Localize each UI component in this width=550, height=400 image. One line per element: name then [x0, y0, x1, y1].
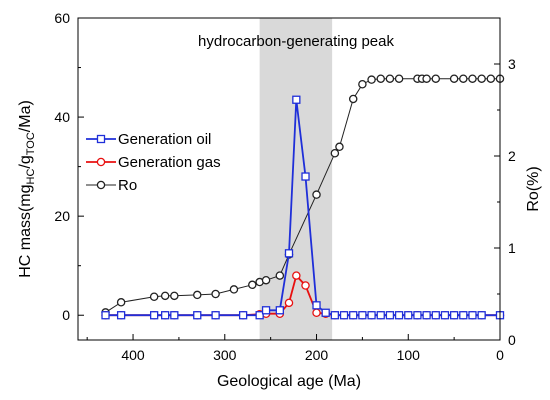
- data-point-ro: [468, 74, 477, 83]
- data-point-ro: [385, 74, 395, 83]
- data-point-ro: [116, 298, 126, 307]
- series-layer: [101, 74, 505, 320]
- data-point-generation-oil: [440, 311, 450, 320]
- data-point-generation-gas: [301, 281, 310, 290]
- data-point-generation-oil: [321, 308, 330, 317]
- peak-annotation: hydrocarbon-generating peak: [198, 33, 394, 50]
- data-point-generation-oil: [312, 301, 321, 310]
- y-axis-left-label-prefix: HC mass(mg: [17, 184, 34, 277]
- y-right-tick-label: 0: [508, 332, 516, 348]
- series-line-generation-oil: [105, 99, 500, 317]
- x-tick-label: 300: [213, 347, 237, 363]
- data-point-generation-oil: [358, 311, 367, 320]
- y-right-tick-label: 3: [508, 56, 516, 72]
- data-point-generation-oil: [255, 311, 264, 320]
- data-point-generation-oil: [431, 311, 440, 320]
- data-point-ro: [367, 75, 376, 84]
- data-point-generation-oil: [459, 311, 468, 320]
- y-axis-left-label-sub2: TOC: [25, 132, 37, 155]
- data-point-ro: [248, 280, 257, 290]
- data-point-generation-oil: [477, 311, 486, 320]
- data-point-generation-oil: [116, 311, 126, 320]
- data-point-generation-oil: [211, 311, 220, 320]
- legend-marker-generation-oil: [96, 134, 106, 144]
- data-point-generation-oil: [161, 311, 170, 320]
- data-point-generation-oil: [394, 311, 404, 320]
- series-generation-oil: [101, 95, 505, 320]
- data-point-generation-oil: [149, 311, 159, 320]
- data-point-generation-oil: [238, 311, 248, 320]
- data-point-ro: [312, 190, 321, 199]
- y-axis-left-label: HC mass(mgHC/gTOC/Ma): [17, 100, 37, 278]
- y-right-tick-label: 1: [508, 240, 516, 256]
- legend-label-ro: Ro: [118, 177, 137, 194]
- data-point-generation-oil: [468, 311, 477, 320]
- data-point-generation-oil: [330, 311, 340, 320]
- x-tick-label: 100: [397, 347, 421, 363]
- data-point-ro: [348, 94, 358, 104]
- y-left-tick-label: 60: [54, 10, 70, 26]
- data-point-generation-oil: [376, 311, 385, 320]
- hydrocarbon-peak-band: [259, 18, 333, 340]
- data-point-ro: [376, 74, 385, 83]
- data-point-generation-oil: [413, 311, 422, 320]
- data-point-generation-oil: [261, 306, 271, 315]
- data-point-ro: [358, 79, 367, 89]
- data-point-ro: [229, 285, 239, 294]
- data-point-generation-gas: [284, 298, 294, 308]
- data-point-ro: [193, 290, 202, 300]
- data-point-ro: [149, 292, 159, 302]
- x-tick-label: 400: [121, 347, 145, 363]
- data-point-ro: [211, 289, 220, 299]
- data-point-generation-oil: [449, 311, 459, 320]
- y-axis-left-label-suffix: /Ma): [17, 100, 34, 132]
- data-point-generation-oil: [101, 311, 110, 320]
- data-point-ro: [422, 74, 431, 83]
- data-point-ro: [261, 275, 271, 285]
- data-point-ro: [459, 74, 468, 83]
- legend-marker-ro: [96, 180, 106, 190]
- data-point-generation-oil: [284, 249, 294, 258]
- legend-marker-generation-gas: [96, 157, 106, 167]
- y-right-tick-label: 2: [508, 148, 516, 164]
- data-point-ro: [477, 74, 486, 83]
- data-point-ro: [160, 291, 170, 301]
- y-left-tick-label: 20: [54, 208, 70, 224]
- x-tick-label: 200: [305, 347, 329, 363]
- data-point-generation-oil: [385, 311, 395, 320]
- data-point-generation-oil: [301, 172, 310, 181]
- y-axis-left-label-mid: /g: [17, 155, 34, 168]
- y-left-tick-label: 40: [54, 109, 70, 125]
- data-point-generation-oil: [275, 306, 284, 315]
- legend: Generation oil Generation gas Ro: [86, 131, 221, 194]
- data-point-generation-oil: [367, 311, 376, 320]
- data-point-ro: [170, 291, 179, 301]
- data-point-generation-oil: [404, 311, 413, 320]
- data-point-ro: [394, 74, 404, 83]
- y-axis-right-label: Ro(%): [525, 166, 542, 211]
- x-tick-label: 0: [496, 347, 504, 363]
- data-point-generation-oil: [170, 311, 179, 320]
- data-point-generation-oil: [349, 311, 358, 320]
- data-point-ro: [431, 74, 441, 83]
- legend-label-generation-gas: Generation gas: [118, 154, 221, 171]
- data-point-generation-gas: [292, 271, 301, 280]
- data-point-generation-oil: [422, 311, 431, 320]
- y-left-tick-label: 0: [62, 307, 70, 323]
- data-point-generation-oil: [292, 95, 301, 104]
- plot-frame: [77, 17, 501, 341]
- data-point-ro: [335, 142, 344, 152]
- data-point-generation-oil: [339, 311, 349, 320]
- y-axis-left-label-sub1: HC: [25, 169, 37, 185]
- data-point-generation-oil: [193, 311, 202, 320]
- data-point-ro: [330, 148, 340, 158]
- data-point-ro: [486, 74, 496, 83]
- data-point-ro: [449, 74, 459, 83]
- data-point-ro: [275, 271, 285, 280]
- x-axis-label: Geological age (Ma): [217, 373, 361, 390]
- data-point-generation-gas: [312, 308, 321, 318]
- legend-label-generation-oil: Generation oil: [118, 131, 211, 148]
